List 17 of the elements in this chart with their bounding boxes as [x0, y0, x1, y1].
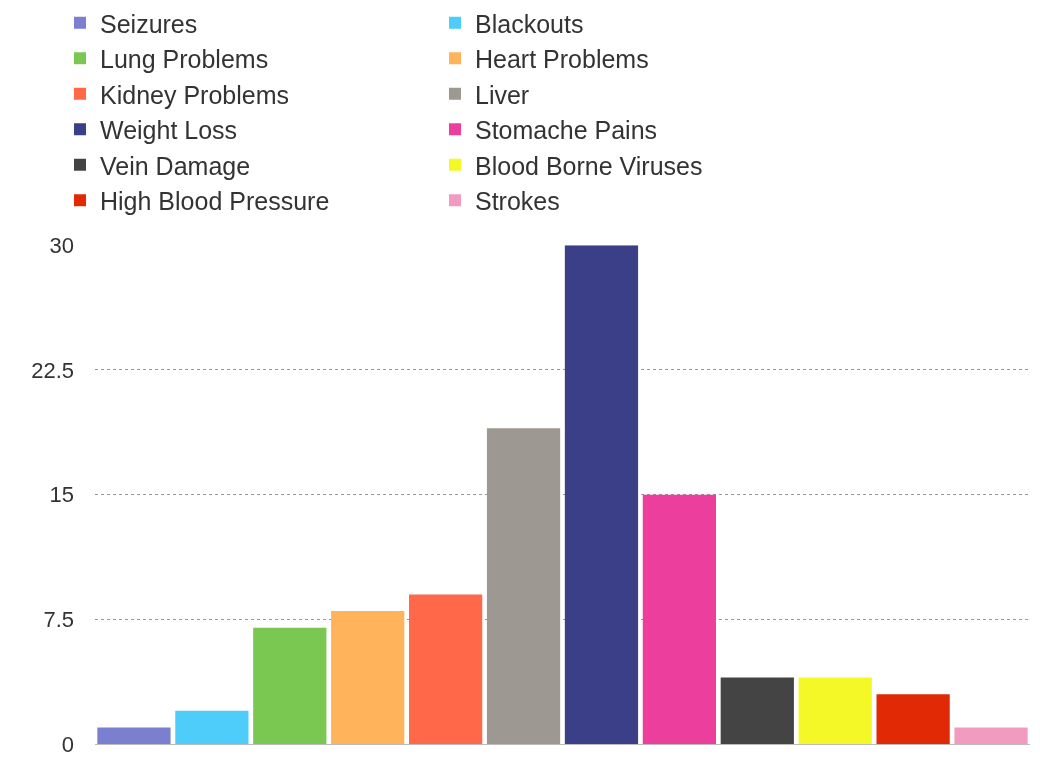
- legend-label: Vein Damage: [100, 151, 251, 180]
- legend-label: Weight Loss: [100, 116, 238, 144]
- legend-label: Seizures: [100, 9, 198, 38]
- legend-label: High Blood Pressure: [100, 187, 330, 215]
- legend-label: Blood Borne Viruses: [475, 151, 703, 180]
- y-tick-label: 22.5: [31, 357, 74, 383]
- legend-label: Liver: [475, 80, 530, 109]
- legend-label: Blackouts: [475, 9, 584, 38]
- y-tick-label: 15: [49, 482, 74, 508]
- legend-label: Heart Problems: [475, 45, 649, 73]
- legend-label: Kidney Problems: [100, 80, 289, 109]
- y-tick-label: 30: [49, 233, 74, 258]
- legend-label: Stomache Pains: [475, 116, 658, 144]
- legend-label: Strokes: [475, 187, 560, 215]
- y-tick-label: 7.5: [43, 607, 74, 633]
- y-tick-label: 0: [61, 731, 74, 757]
- legend-label: Lung Problems: [100, 45, 269, 73]
